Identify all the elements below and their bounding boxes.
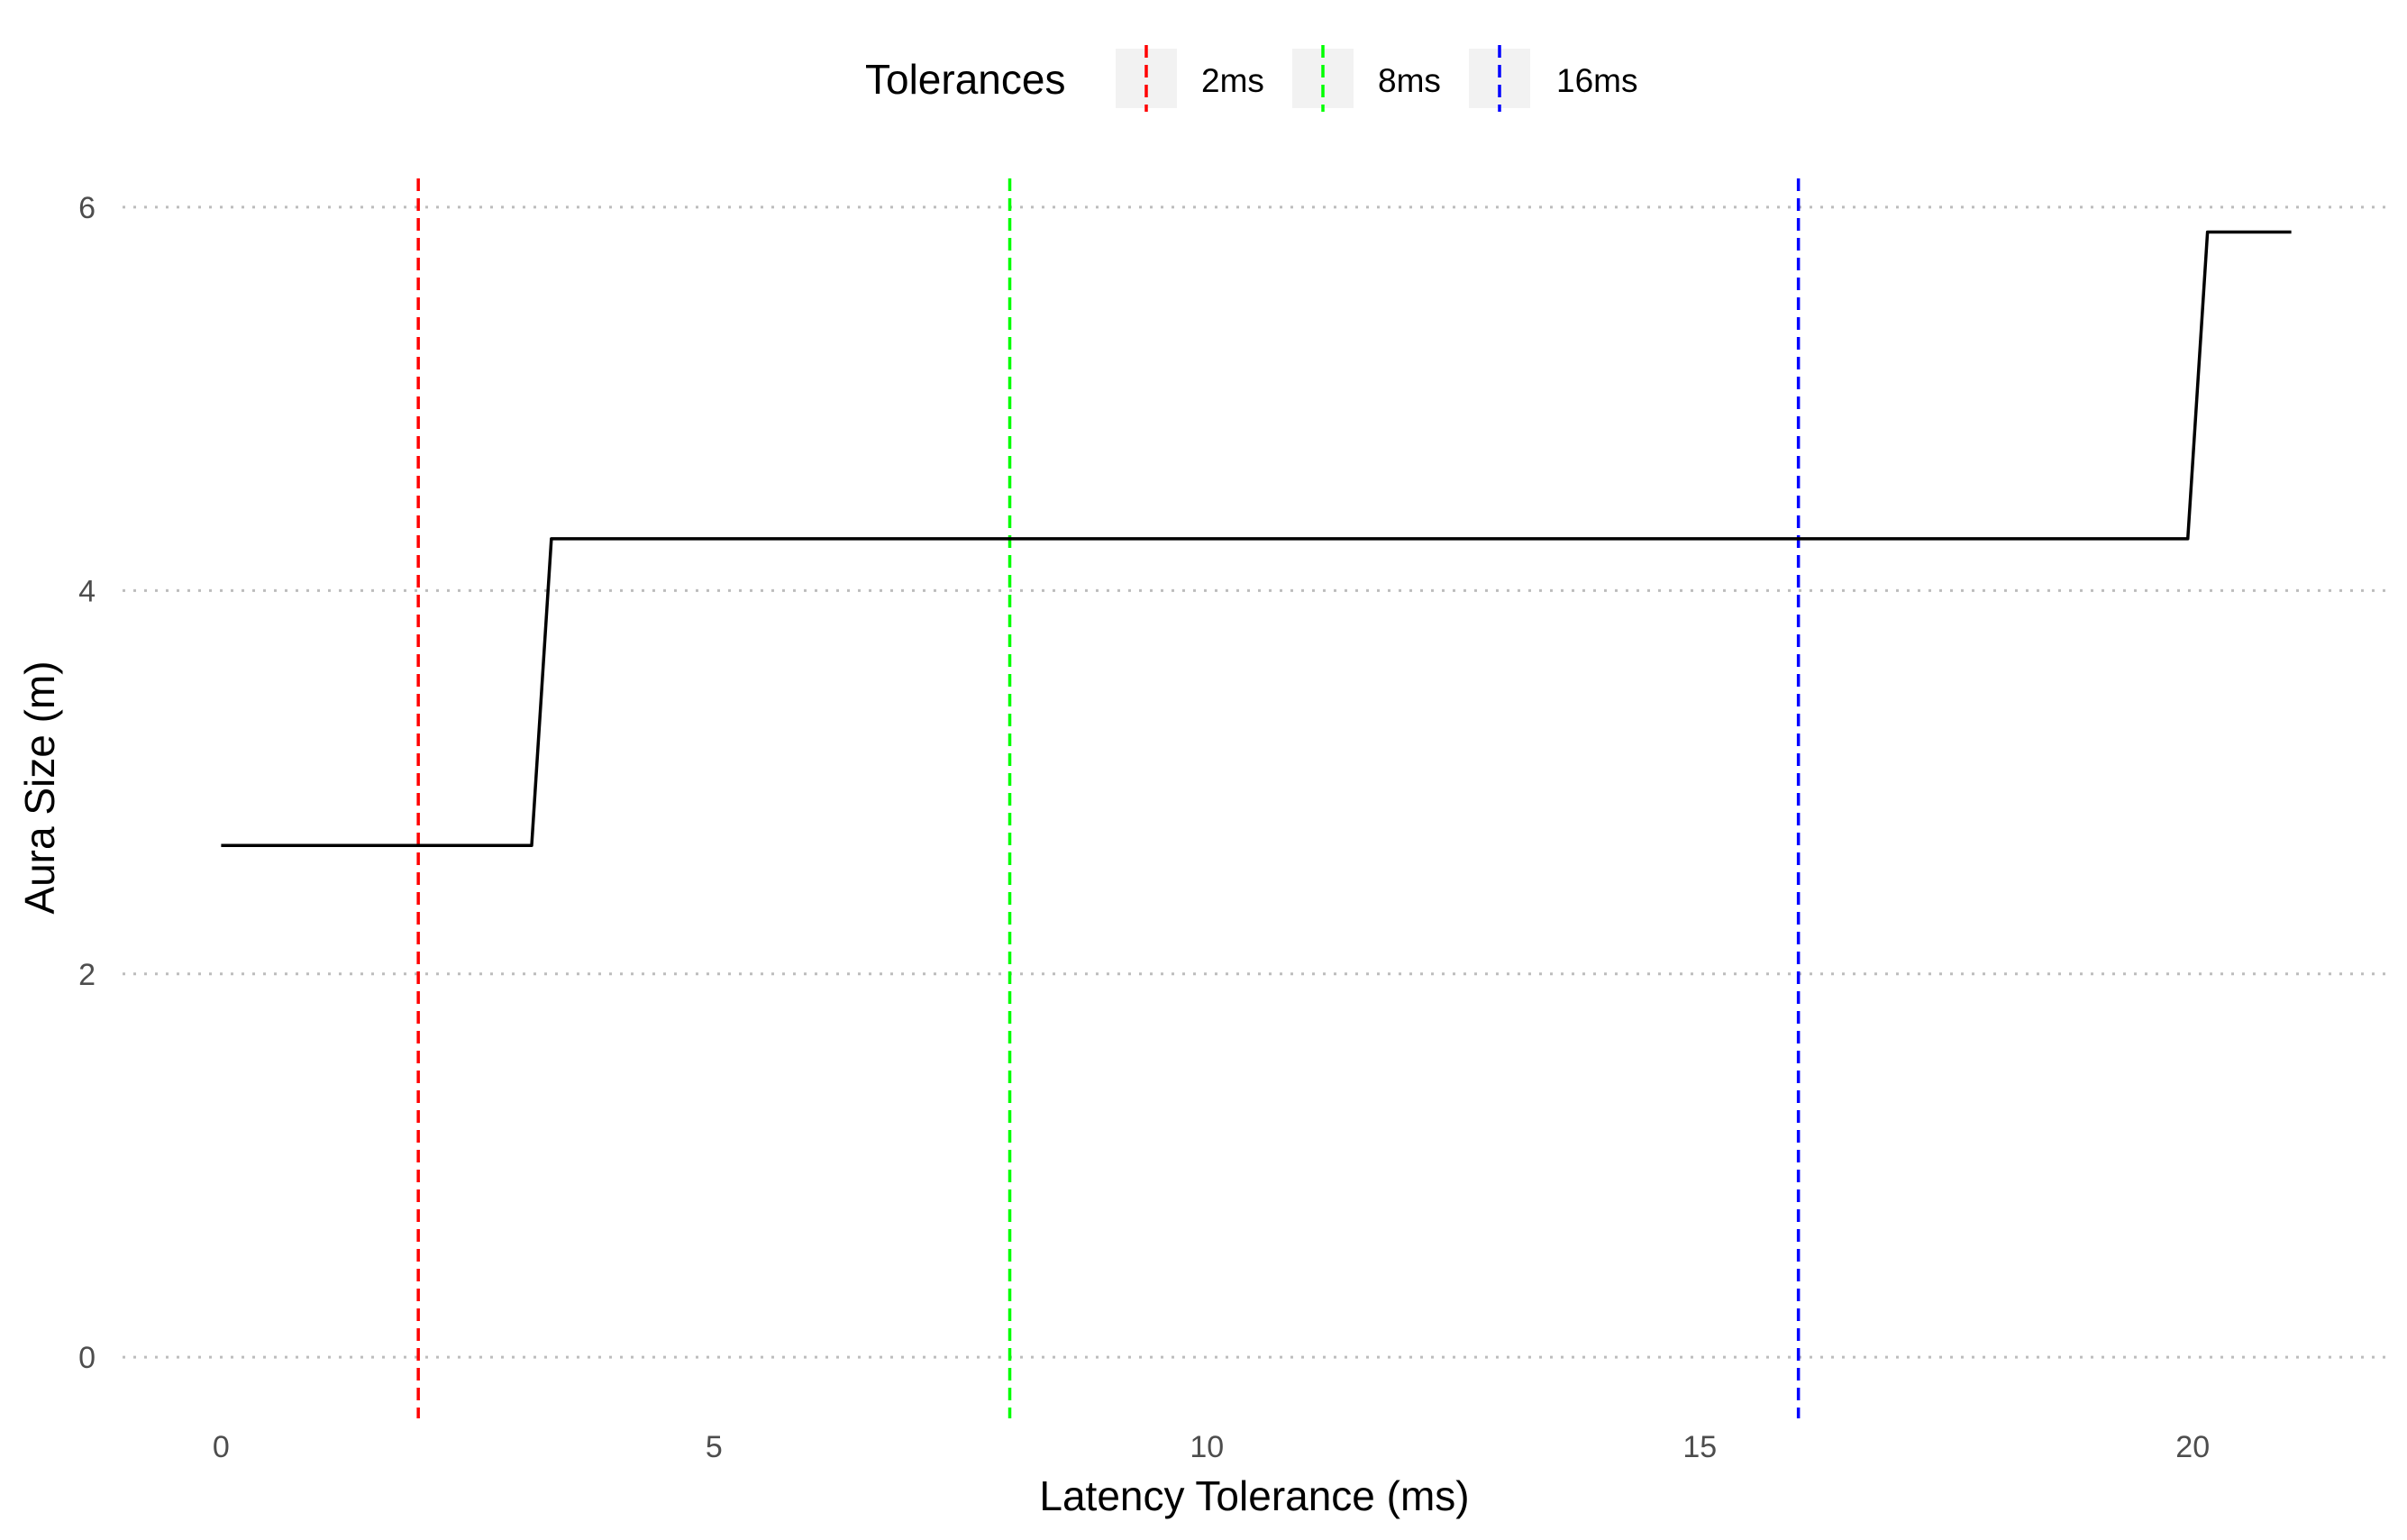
x-tick-label-10: 10 bbox=[1190, 1430, 1224, 1464]
y-tick-label-0: 0 bbox=[78, 1341, 96, 1375]
y-tick-label-2: 2 bbox=[78, 958, 96, 992]
legend-label-2ms: 2ms bbox=[1201, 62, 1264, 99]
x-axis-ticks: 0 5 10 15 20 bbox=[213, 1430, 2210, 1464]
y-tick-label-4: 4 bbox=[78, 574, 96, 608]
grid-lines bbox=[123, 205, 2390, 1359]
legend-item-2ms: 2ms bbox=[1116, 45, 1264, 112]
legend-item-8ms: 8ms bbox=[1292, 45, 1441, 112]
legend-title: Tolerances bbox=[865, 56, 1065, 103]
x-axis-title: Latency Tolerance (ms) bbox=[1039, 1472, 1469, 1519]
y-axis-title: Aura Size (m) bbox=[16, 661, 63, 914]
legend-label-16ms: 16ms bbox=[1556, 62, 1637, 99]
legend-label-8ms: 8ms bbox=[1378, 62, 1441, 99]
reference-lines bbox=[416, 178, 1801, 1418]
x-tick-label-20: 20 bbox=[2175, 1430, 2210, 1464]
x-tick-label-5: 5 bbox=[706, 1430, 723, 1464]
y-axis-ticks: 0 2 4 6 bbox=[78, 191, 96, 1375]
legend-key-bg-2ms bbox=[1116, 49, 1177, 108]
legend: Tolerances 2ms 8ms 16ms bbox=[865, 45, 1637, 112]
legend-key-bg-16ms bbox=[1469, 49, 1530, 108]
series-line-0 bbox=[221, 230, 2292, 847]
x-tick-label-0: 0 bbox=[213, 1430, 230, 1464]
legend-item-16ms: 16ms bbox=[1469, 45, 1637, 112]
x-tick-label-15: 15 bbox=[1682, 1430, 1717, 1464]
series-group bbox=[221, 230, 2292, 847]
y-tick-label-6: 6 bbox=[78, 191, 96, 225]
legend-key-bg-8ms bbox=[1292, 49, 1354, 108]
